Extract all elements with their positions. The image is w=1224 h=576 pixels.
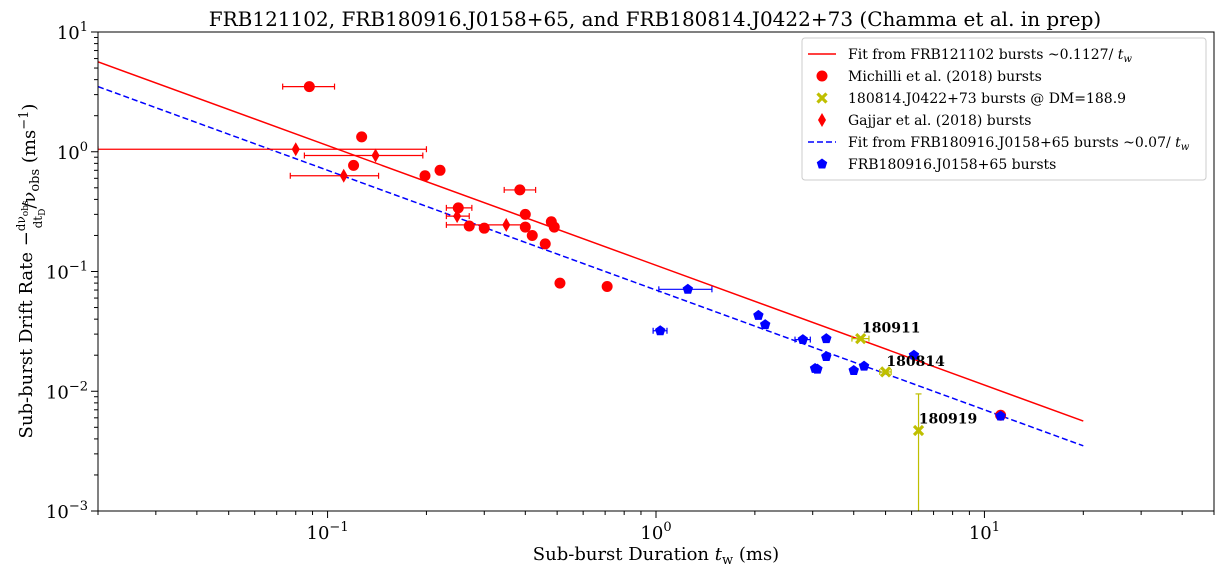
data-point <box>858 360 870 371</box>
y-tick-label: 10−3 <box>46 499 88 523</box>
data-point <box>821 333 832 344</box>
legend: Fit from FRB121102 bursts ~0.1127/ tw Mic… <box>801 37 1207 181</box>
fit-line-0 <box>98 61 1084 422</box>
data-point <box>797 334 809 345</box>
data-point <box>478 222 490 234</box>
data-point <box>548 221 560 233</box>
data-point <box>519 221 531 233</box>
legend-label: Gajjar et al. (2018) bursts <box>848 113 1031 129</box>
data-point <box>539 238 551 250</box>
legend-box <box>801 37 1207 181</box>
data-point <box>514 184 526 196</box>
data-point <box>601 280 613 292</box>
data-point <box>502 217 511 232</box>
plot-frame <box>97 31 1215 512</box>
legend-swatch <box>816 70 828 82</box>
data-point <box>291 142 300 157</box>
data-point <box>879 366 892 378</box>
data-point <box>526 229 538 241</box>
data-point <box>812 363 823 374</box>
data-point <box>821 351 832 361</box>
legend-label: FRB180916.J0158+65 bursts <box>848 157 1056 173</box>
chart-title: FRB121102, FRB180916.J0158+65, and FRB18… <box>209 7 1101 31</box>
x-tick-label: 101 <box>969 520 1000 544</box>
y-tick-label: 101 <box>57 20 88 44</box>
annotation-label: 180814 <box>886 354 945 370</box>
y-tick-label: 10−2 <box>46 379 88 403</box>
plot-area <box>98 61 1084 511</box>
data-point <box>908 349 920 360</box>
data-point <box>682 283 694 294</box>
data-point <box>419 170 431 182</box>
data-point <box>356 131 368 143</box>
y-tick-label: 10−1 <box>46 260 88 284</box>
data-point <box>759 319 771 330</box>
data-point <box>855 333 867 345</box>
legend-entry: 180814.J0422+73 bursts @ DM=188.9 <box>816 91 1126 107</box>
data-point <box>452 202 464 214</box>
legend-label: Fit from FRB180916.J0158+65 bursts ~0.07… <box>848 135 1190 153</box>
x-axis-ticks: 10−1 100 101 <box>97 511 1215 544</box>
legend-label: 180814.J0422+73 bursts @ DM=188.9 <box>848 91 1126 107</box>
legend-entry: Fit from FRB180916.J0158+65 bursts ~0.07… <box>808 135 1190 153</box>
legend-entry: Fit from FRB121102 bursts ~0.1127/ tw <box>808 47 1132 65</box>
annotation-label: 180911 <box>862 321 920 337</box>
y-tick-label: 100 <box>57 140 88 164</box>
data-point <box>848 365 859 375</box>
data-point <box>995 410 1006 421</box>
legend-label: Michilli et al. (2018) bursts <box>848 69 1042 85</box>
annotation-label: 180919 <box>919 411 977 427</box>
y-axis-label: Sub-burst Drift Rate −dνobsdtD/νobs (ms−… <box>14 104 48 439</box>
data-point <box>519 208 531 220</box>
x-tick-label: 10−1 <box>307 520 349 544</box>
x-axis-label: Sub-burst Duration tw (ms) <box>533 544 779 568</box>
svg-text:Sub-burst Drift Rate −dνobsdt: Sub-burst Drift Rate −dνobsdtD/νobs (ms−… <box>14 104 48 439</box>
data-point <box>434 164 446 176</box>
data-point <box>554 277 566 289</box>
data-point <box>753 309 764 320</box>
data-point <box>654 325 666 336</box>
data-point <box>912 424 925 437</box>
legend-swatch <box>816 158 828 169</box>
legend-entry: FRB180916.J0158+65 bursts <box>816 157 1056 173</box>
fit-line-4 <box>98 85 1084 447</box>
legend-swatch <box>818 113 826 127</box>
data-point <box>348 159 360 171</box>
legend-entry: Michilli et al. (2018) bursts <box>816 69 1042 85</box>
legend-swatch <box>816 92 828 104</box>
legend-entry: Gajjar et al. (2018) bursts <box>818 113 1031 129</box>
data-point <box>463 220 475 232</box>
legend-label: Fit from FRB121102 bursts ~0.1127/ tw <box>848 47 1132 65</box>
data-point <box>339 168 348 183</box>
data-point <box>303 81 315 93</box>
x-tick-label: 100 <box>640 520 671 544</box>
annotations: 180911 180814 180919 <box>862 321 977 428</box>
y-axis-ticks: 10−3 10−2 10−1 100 101 <box>46 20 98 523</box>
data-point <box>371 148 380 163</box>
